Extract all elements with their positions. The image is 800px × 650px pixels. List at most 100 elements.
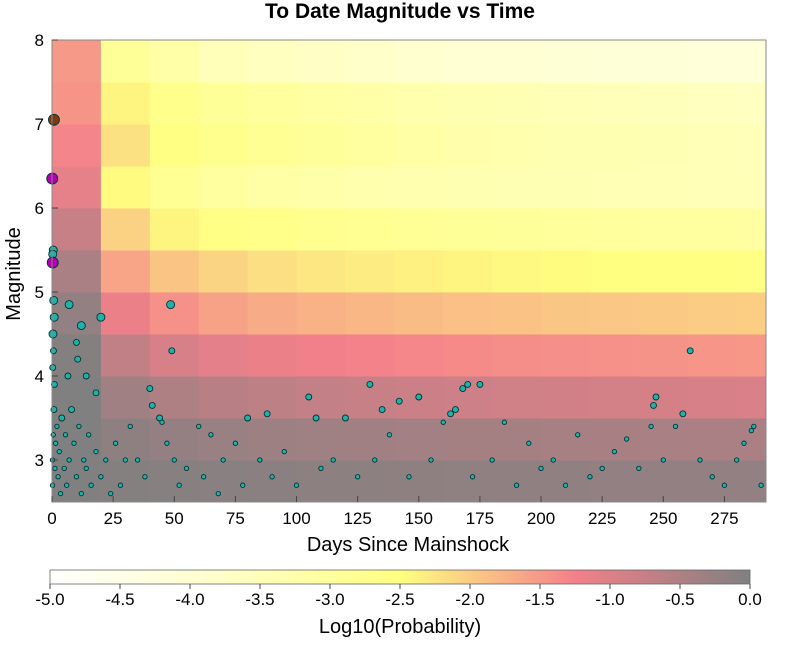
- aftershock-point: [49, 364, 57, 372]
- aftershock-point: [263, 410, 271, 418]
- aftershock-point: [378, 406, 386, 414]
- heatmap-cell: [443, 292, 493, 335]
- colorbar: [49, 569, 751, 585]
- colorbar-tick-label: -0.5: [665, 590, 694, 609]
- aftershock-point: [215, 490, 221, 497]
- aftershock-point: [49, 295, 59, 305]
- aftershock-point: [406, 474, 412, 480]
- aftershock-point: [50, 347, 57, 355]
- aftershock-point: [440, 419, 446, 425]
- heatmap-cell: [296, 40, 346, 83]
- heatmap-cell: [687, 250, 738, 293]
- chart-title: To Date Magnitude vs Time: [265, 0, 535, 23]
- aftershock-point: [269, 474, 275, 480]
- x-tick-label: 175: [466, 509, 494, 528]
- aftershock-point: [758, 482, 764, 488]
- heatmap-cell: [198, 166, 249, 209]
- heatmap-cell: [736, 418, 767, 461]
- heatmap-cell: [247, 166, 298, 209]
- aftershock-point: [159, 419, 165, 425]
- aftershock-point: [741, 440, 747, 446]
- aftershock-point: [697, 457, 703, 463]
- heatmap-cell: [52, 124, 102, 167]
- aftershock-point: [469, 474, 476, 480]
- heatmap-cell: [736, 250, 767, 293]
- aftershock-point: [73, 474, 80, 480]
- heatmap-cell: [638, 82, 689, 125]
- heatmap-cell: [394, 292, 444, 335]
- heatmap-cell: [296, 82, 346, 125]
- heatmap-cell: [345, 40, 395, 83]
- colorbar-ticks: -5.0 -4.5 -4.0 -3.5 -3.0 -2.5 -2.0 -1.5 -1.0 -0.5…: [35, 584, 762, 609]
- aftershock-point: [127, 423, 133, 430]
- heatmap-cell: [736, 166, 767, 209]
- aftershock-point: [48, 329, 58, 339]
- y-tick-label: 6: [35, 199, 44, 218]
- heatmap-cell: [345, 334, 395, 377]
- aftershock-point: [220, 457, 226, 463]
- aftershock-point: [679, 410, 687, 418]
- aftershock-point: [108, 490, 114, 497]
- heatmap-cell: [638, 376, 689, 419]
- heatmap-cell: [100, 418, 151, 461]
- heatmap-cell: [541, 376, 591, 419]
- heatmap-cell: [394, 334, 444, 377]
- heatmap-cell: [149, 208, 200, 251]
- aftershock-point: [293, 482, 300, 488]
- x-tick-label: 100: [282, 509, 310, 528]
- heatmap-cell: [247, 292, 298, 335]
- aftershock-point: [83, 465, 89, 472]
- heatmap-cell: [247, 250, 298, 293]
- aftershock-point: [526, 440, 532, 446]
- heatmap-cell: [638, 418, 689, 461]
- aftershock-point: [81, 457, 87, 463]
- aftershock-point: [355, 474, 361, 480]
- heatmap-cell: [52, 208, 102, 251]
- colorbar-tick-label: -4.0: [175, 590, 204, 609]
- heatmap-cell: [198, 40, 249, 83]
- aftershock-point: [330, 457, 336, 463]
- heatmap-cell: [296, 292, 346, 335]
- heatmap-cell: [541, 334, 591, 377]
- aftershock-point: [61, 465, 67, 472]
- heatmap-cell: [296, 208, 346, 251]
- heatmap-cells: [52, 40, 767, 503]
- heatmap-cell: [296, 376, 346, 419]
- heatmap-cell: [296, 418, 346, 461]
- aftershock-point: [53, 440, 59, 446]
- heatmap-cell: [345, 460, 395, 503]
- heatmap-cell: [443, 460, 493, 503]
- y-axis-label: Magnitude: [3, 227, 25, 320]
- event-point: [48, 113, 60, 126]
- aftershock-point: [134, 457, 141, 463]
- heatmap-cell: [345, 208, 395, 251]
- colorbar-tick-label: -5.0: [35, 590, 64, 609]
- heatmap-cell: [149, 418, 200, 461]
- aftershock-point: [513, 482, 520, 488]
- aftershock-point: [636, 465, 642, 472]
- aftershock-point: [751, 423, 757, 430]
- heatmap-cell: [296, 124, 346, 167]
- aftershock-point: [96, 312, 106, 322]
- aftershock-point: [76, 321, 86, 331]
- heatmap-cell: [687, 460, 738, 503]
- heatmap-cell: [541, 460, 591, 503]
- heatmap-cell: [247, 418, 298, 461]
- heatmap-cell: [687, 418, 738, 461]
- heatmap-cell: [736, 292, 767, 335]
- aftershock-point: [122, 457, 129, 463]
- heatmap-cell: [687, 334, 738, 377]
- heatmap-cell: [247, 82, 298, 125]
- heatmap-cell: [638, 334, 689, 377]
- heatmap-cell: [198, 460, 249, 503]
- aftershock-point: [652, 393, 660, 401]
- aftershock-point: [281, 448, 287, 455]
- aftershock-point: [648, 423, 654, 430]
- heatmap-cell: [394, 124, 444, 167]
- aftershock-point: [650, 401, 657, 409]
- heatmap-cell: [345, 124, 395, 167]
- heatmap-cell: [589, 292, 640, 335]
- heatmap-cell: [149, 460, 200, 503]
- heatmap-cell: [589, 334, 640, 377]
- heatmap-cell: [492, 376, 542, 419]
